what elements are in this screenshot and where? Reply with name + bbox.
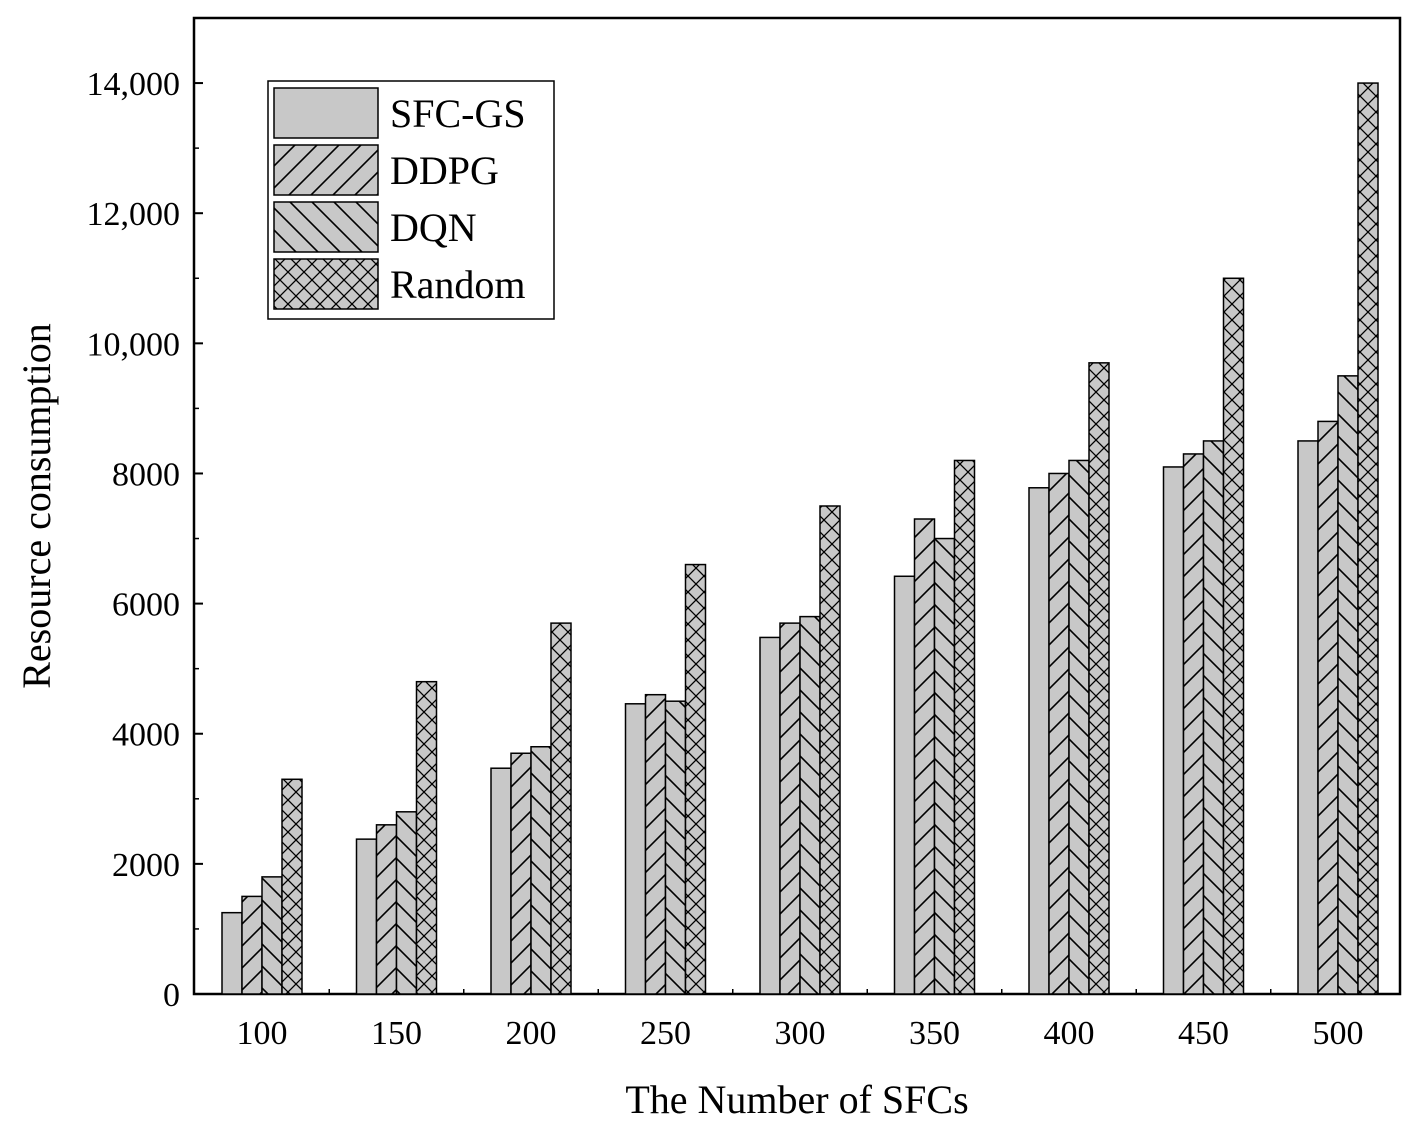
- bar-dqn-400: [1068, 459, 1090, 995]
- bar-random-100: [281, 778, 303, 995]
- x-tick-label: 200: [506, 1015, 557, 1052]
- bar-dqn-350: [933, 537, 956, 995]
- y-axis-title: Resource consumption: [14, 323, 59, 689]
- x-tick-label: 150: [371, 1015, 422, 1052]
- bar-dqn-500: [1337, 375, 1359, 995]
- bar-sfc-gs-450: [1162, 466, 1185, 995]
- bar-ddpg-200: [510, 752, 532, 995]
- y-tick-label: 8000: [112, 456, 180, 493]
- x-tick-label: 400: [1044, 1015, 1095, 1052]
- bar-sfc-gs-100: [221, 911, 243, 995]
- bar-dqn-300: [799, 615, 821, 995]
- y-tick-label: 2000: [112, 847, 180, 884]
- x-tick-label: 350: [909, 1015, 960, 1052]
- bar-ddpg-100: [241, 895, 263, 995]
- y-tick-label: 6000: [112, 587, 180, 624]
- x-axis-title: The Number of SFCs: [625, 1077, 968, 1122]
- bar-ddpg-450: [1182, 453, 1205, 995]
- bar-ddpg-400: [1048, 472, 1070, 995]
- bar-ddpg-350: [913, 518, 936, 995]
- x-tick-label: 450: [1178, 1015, 1229, 1052]
- legend-label-ddpg: DDPG: [390, 148, 499, 193]
- bar-sfc-gs-400: [1028, 487, 1050, 995]
- bar-sfc-gs-350: [893, 575, 916, 995]
- bar-series-group: [221, 82, 1379, 995]
- y-tick-label: 12,000: [87, 196, 181, 233]
- legend-label-dqn: DQN: [390, 205, 477, 250]
- bar-ddpg-150: [375, 824, 398, 995]
- y-tick-label: 14,000: [87, 66, 181, 103]
- legend-swatch-ddpg: [273, 144, 379, 196]
- bar-sfc-gs-150: [355, 838, 378, 995]
- x-tick-label: 100: [237, 1015, 288, 1052]
- legend: SFC-GS DDPG DQN Random: [267, 80, 555, 320]
- bar-random-350: [953, 459, 976, 995]
- bar-dqn-450: [1202, 440, 1225, 995]
- bar-random-450: [1222, 277, 1245, 995]
- bar-sfc-gs-500: [1297, 440, 1319, 995]
- bar-dqn-100: [261, 876, 283, 995]
- bar-sfc-gs-200: [490, 767, 512, 995]
- x-tick-label: 500: [1313, 1015, 1364, 1052]
- bar-random-400: [1088, 362, 1110, 995]
- bar-ddpg-250: [644, 693, 667, 995]
- legend-swatch-sfc-gs: [273, 87, 379, 139]
- x-tick-label: 300: [775, 1015, 826, 1052]
- bar-dqn-150: [395, 811, 418, 995]
- y-tick-label: 4000: [112, 717, 180, 754]
- bar-dqn-250: [664, 700, 687, 995]
- bar-sfc-gs-250: [624, 703, 647, 995]
- legend-label-random: Random: [390, 262, 526, 307]
- bar-random-500: [1357, 82, 1379, 995]
- bar-random-200: [550, 622, 572, 995]
- y-tick-label: 10,000: [87, 326, 181, 363]
- x-tick-label: 250: [640, 1015, 691, 1052]
- bar-random-300: [819, 505, 841, 995]
- legend-swatch-dqn: [273, 201, 379, 253]
- bar-ddpg-500: [1317, 420, 1339, 995]
- bar-sfc-gs-300: [759, 636, 781, 995]
- legend-swatch-random: [273, 258, 379, 310]
- bar-random-250: [684, 563, 707, 995]
- legend-label-sfc-gs: SFC-GS: [390, 91, 526, 136]
- bar-ddpg-300: [779, 622, 801, 995]
- y-axis: 0 2000 4000 6000 8000 10,000 12,000 14,000: [87, 17, 203, 1014]
- bar-dqn-200: [530, 745, 552, 995]
- y-tick-label: 0: [163, 977, 180, 1014]
- bar-random-150: [415, 680, 438, 995]
